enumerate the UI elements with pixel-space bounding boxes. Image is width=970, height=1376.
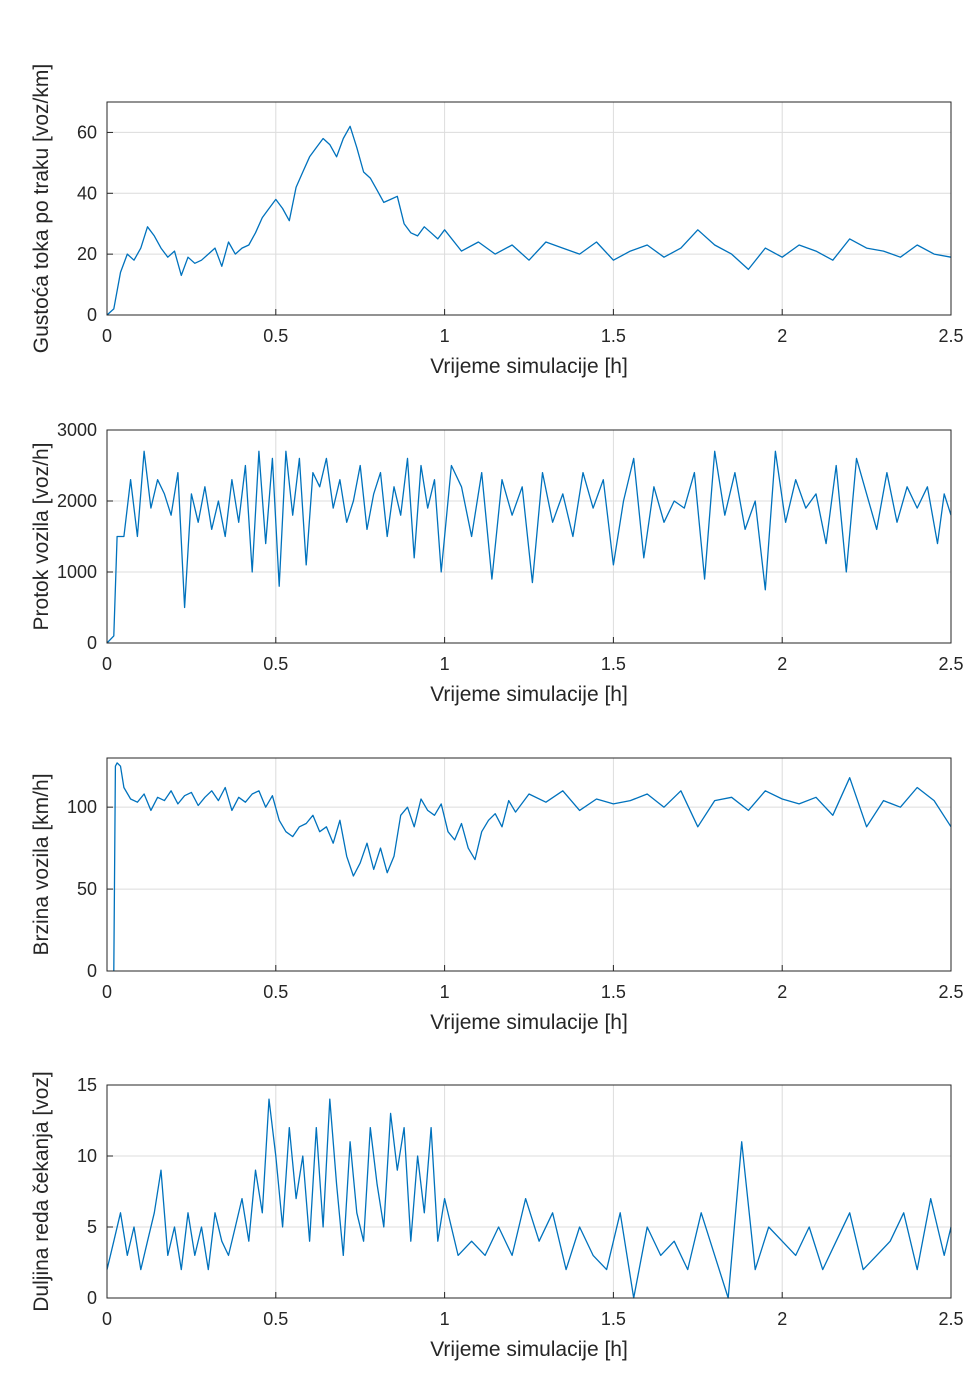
series-line <box>106 450 952 644</box>
x-tick-label: 1 <box>440 326 450 346</box>
x-tick-label: 0.5 <box>263 654 288 674</box>
subplot-queue: 0 0.5 1 1.5 2 2.5 0 5 10 15 Vrijeme simulacije [h… <box>30 1071 964 1361</box>
axes-box <box>106 1084 952 1299</box>
x-tick-label: 1.5 <box>601 1309 626 1329</box>
ticks: 0 0.5 1 1.5 2 2.5 0 1000 2000 3000 <box>57 420 964 674</box>
x-tick-label: 0 <box>102 1309 112 1329</box>
y-axis-label: Protok vozila [voz/h] <box>30 443 53 631</box>
x-tick-label: 2.5 <box>938 326 963 346</box>
y-tick-label: 3000 <box>57 420 97 440</box>
y-tick-label: 50 <box>77 879 97 899</box>
x-tick-label: 0 <box>102 654 112 674</box>
subplot-density: 0 0.5 1 1.5 2 2.5 0 20 40 60 Vrijeme simulacije [… <box>30 64 964 378</box>
x-axis-label: Vrijeme simulacije [h] <box>430 1011 628 1034</box>
y-axis-label: Brzina vozila [km/h] <box>30 773 53 955</box>
x-tick-label: 0.5 <box>263 982 288 1002</box>
x-axis-label: Vrijeme simulacije [h] <box>430 355 628 378</box>
x-tick-label: 1.5 <box>601 654 626 674</box>
x-tick-label: 2.5 <box>938 1309 963 1329</box>
x-tick-label: 2 <box>777 654 787 674</box>
y-tick-label: 20 <box>77 244 97 264</box>
x-tick-label: 0.5 <box>263 326 288 346</box>
x-axis-label: Vrijeme simulacije [h] <box>430 683 628 706</box>
x-tick-label: 2.5 <box>938 982 963 1002</box>
x-tick-label: 1 <box>440 982 450 1002</box>
x-tick-label: 1 <box>440 1309 450 1329</box>
y-tick-label: 10 <box>77 1146 97 1166</box>
y-axis-label: Duljina reda čekanja [voz] <box>30 1071 53 1311</box>
series-line <box>106 1098 952 1299</box>
x-tick-label: 1 <box>440 654 450 674</box>
subplot-speed: 0 0.5 1 1.5 2 2.5 0 50 100 Vrijeme simulacije [h… <box>30 757 964 1034</box>
x-tick-label: 1.5 <box>601 326 626 346</box>
y-axis-label: Gustoća toka po traku [voz/km] <box>30 64 53 353</box>
x-tick-label: 1.5 <box>601 982 626 1002</box>
y-tick-label: 15 <box>77 1075 97 1095</box>
x-tick-label: 0 <box>102 326 112 346</box>
x-tick-label: 2.5 <box>938 654 963 674</box>
series-line <box>106 125 952 316</box>
x-tick-label: 2 <box>777 1309 787 1329</box>
ticks: 0 0.5 1 1.5 2 2.5 0 5 10 15 <box>77 1075 964 1329</box>
x-tick-label: 2 <box>777 982 787 1002</box>
ticks: 0 0.5 1 1.5 2 2.5 0 20 40 60 <box>77 122 964 346</box>
y-tick-label: 5 <box>87 1217 97 1237</box>
y-tick-label: 100 <box>67 797 97 817</box>
axes-box <box>106 101 952 316</box>
axes-box <box>106 429 952 644</box>
y-tick-label: 1000 <box>57 562 97 582</box>
y-tick-label: 0 <box>87 633 97 653</box>
y-tick-label: 0 <box>87 305 97 325</box>
x-axis-label: Vrijeme simulacije [h] <box>430 1338 628 1361</box>
axes-box <box>106 757 952 972</box>
y-tick-label: 40 <box>77 183 97 203</box>
x-tick-label: 2 <box>777 326 787 346</box>
subplot-flow: 0 0.5 1 1.5 2 2.5 0 1000 2000 3000 Vrijeme simula… <box>30 420 964 706</box>
y-tick-label: 0 <box>87 961 97 981</box>
x-tick-label: 0.5 <box>263 1309 288 1329</box>
ticks: 0 0.5 1 1.5 2 2.5 0 50 100 <box>67 797 964 1002</box>
series-line <box>113 762 952 972</box>
y-tick-label: 60 <box>77 122 97 142</box>
y-tick-label: 2000 <box>57 491 97 511</box>
y-tick-label: 0 <box>87 1288 97 1308</box>
x-tick-label: 0 <box>102 982 112 1002</box>
